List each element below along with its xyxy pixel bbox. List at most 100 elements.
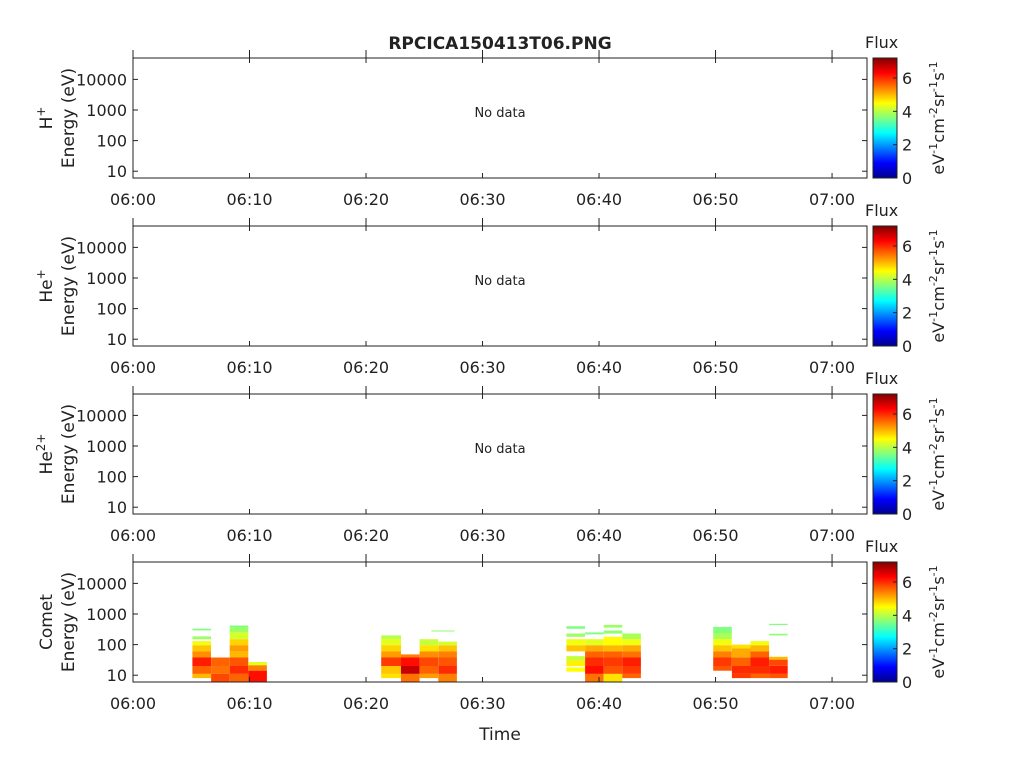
x-tick-label: 07:00 <box>809 526 855 545</box>
unit-base: s <box>929 72 948 80</box>
flux-cell <box>248 670 267 682</box>
unit-base: cm <box>929 118 948 142</box>
y-tick-label: 10 <box>107 498 127 517</box>
flux-cell <box>769 659 788 666</box>
colorbar-tick-label: 6 <box>902 69 912 88</box>
figure-title: RPCICA150413T06.PNG <box>388 34 611 54</box>
unit-exponent: -1 <box>927 397 940 408</box>
flux-cell <box>566 633 585 637</box>
flux-cell <box>438 657 457 666</box>
unit-exponent: -1 <box>927 479 940 490</box>
flux-cell <box>192 636 211 640</box>
colorbar-unit-label: eV-1 cm-2 sr-1 s-1 <box>927 229 948 342</box>
unit-base: s <box>929 408 948 416</box>
flux-cell <box>566 667 585 672</box>
flux-cell <box>731 657 751 666</box>
flux-cell <box>229 627 249 633</box>
unit-exponent: -1 <box>927 565 940 576</box>
panel-3: 06:00 06:10 06:20 06:30 06:40 06:50 07:00 10 100… <box>34 369 948 545</box>
x-tick-label: 06:50 <box>692 358 738 377</box>
unit-exponent: -1 <box>927 311 940 322</box>
unit-base: cm <box>929 286 948 310</box>
x-tick-label: 07:00 <box>809 358 855 377</box>
unit-exponent: -2 <box>927 107 940 118</box>
y-tick-label: 10 <box>107 666 127 685</box>
colorbar <box>872 57 898 179</box>
flux-cell <box>431 630 455 632</box>
flux-cell <box>622 639 641 646</box>
flux-cell <box>211 666 230 674</box>
axes-frame <box>132 57 868 179</box>
colorbar-tick-label: 2 <box>902 640 912 659</box>
flux-cell <box>192 673 211 679</box>
x-tick-label: 06:00 <box>110 190 156 209</box>
species-label: H <box>37 117 57 130</box>
flux-cell <box>419 666 439 674</box>
unit-base: cm <box>929 622 948 646</box>
axes-frame <box>132 393 868 515</box>
flux-cell <box>731 648 751 658</box>
flux-cell <box>438 645 457 652</box>
flux-cell <box>229 666 249 674</box>
y-tick-label: 10000 <box>76 574 127 593</box>
no-data-note: No data <box>474 274 525 289</box>
x-tick-label: 06:40 <box>576 358 622 377</box>
y-tick-label: 10 <box>107 330 127 349</box>
flux-cell <box>229 651 249 658</box>
flux-cell <box>566 660 585 666</box>
flux-cell <box>566 645 585 652</box>
flux-cell <box>713 645 732 652</box>
unit-exponent: -1 <box>927 143 940 154</box>
species-label: Comet <box>37 594 57 650</box>
species-charge: + <box>34 269 48 279</box>
unit-base: eV <box>929 154 948 175</box>
y-axis-label: Comet Energy (eV) <box>37 572 79 672</box>
unit-base: eV <box>929 490 948 511</box>
x-tick-label: 06:00 <box>110 358 156 377</box>
x-axis-label: Time <box>478 725 521 745</box>
colorbar-title: Flux <box>865 201 898 220</box>
flux-cell <box>192 645 211 652</box>
energy-label: Energy (eV) <box>59 236 79 336</box>
unit-base: s <box>929 576 948 584</box>
flux-cell <box>731 644 751 649</box>
unit-base: sr <box>929 260 948 275</box>
colorbar-tick-label: 0 <box>902 337 912 356</box>
y-tick-label: 10000 <box>76 70 127 89</box>
unit-exponent: -2 <box>927 275 940 286</box>
flux-cell <box>769 666 788 674</box>
y-tick-label: 10000 <box>76 238 127 257</box>
flux-cell <box>585 639 604 646</box>
colorbar-tick-label: 4 <box>902 102 912 121</box>
colorbar <box>872 225 898 347</box>
x-tick-label: 07:00 <box>809 694 855 713</box>
flux-cell <box>211 673 230 682</box>
flux-cell <box>566 639 585 646</box>
y-tick-label: 1000 <box>86 101 127 120</box>
flux-cell <box>229 639 249 646</box>
colorbar-title: Flux <box>865 369 898 388</box>
flux-cell <box>750 666 770 674</box>
colorbar-tick-label: 6 <box>902 573 912 592</box>
y-tick-label: 100 <box>96 300 127 319</box>
x-tick-label: 06:30 <box>459 694 505 713</box>
flux-cell <box>229 673 249 682</box>
colorbar-tick-label: 4 <box>902 606 912 625</box>
flux-cell <box>585 632 604 635</box>
flux-cell <box>603 630 623 634</box>
x-tick-label: 06:40 <box>576 694 622 713</box>
unit-base: eV <box>929 322 948 343</box>
colorbar-tick-label: 2 <box>902 304 912 323</box>
colorbar <box>872 393 898 515</box>
x-tick-label: 06:10 <box>226 694 272 713</box>
flux-cell <box>192 641 211 646</box>
colorbar-unit-label: eV-1 cm-2 sr-1 s-1 <box>927 565 948 678</box>
flux-cell <box>192 666 211 674</box>
unit-base: eV <box>929 658 948 679</box>
y-tick-label: 10 <box>107 162 127 181</box>
x-tick-label: 06:00 <box>110 526 156 545</box>
colorbar-tick-label: 0 <box>902 673 912 692</box>
energy-label: Energy (eV) <box>59 68 79 168</box>
colorbar-title: Flux <box>865 33 898 52</box>
colorbar-tick-label: 6 <box>902 237 912 256</box>
